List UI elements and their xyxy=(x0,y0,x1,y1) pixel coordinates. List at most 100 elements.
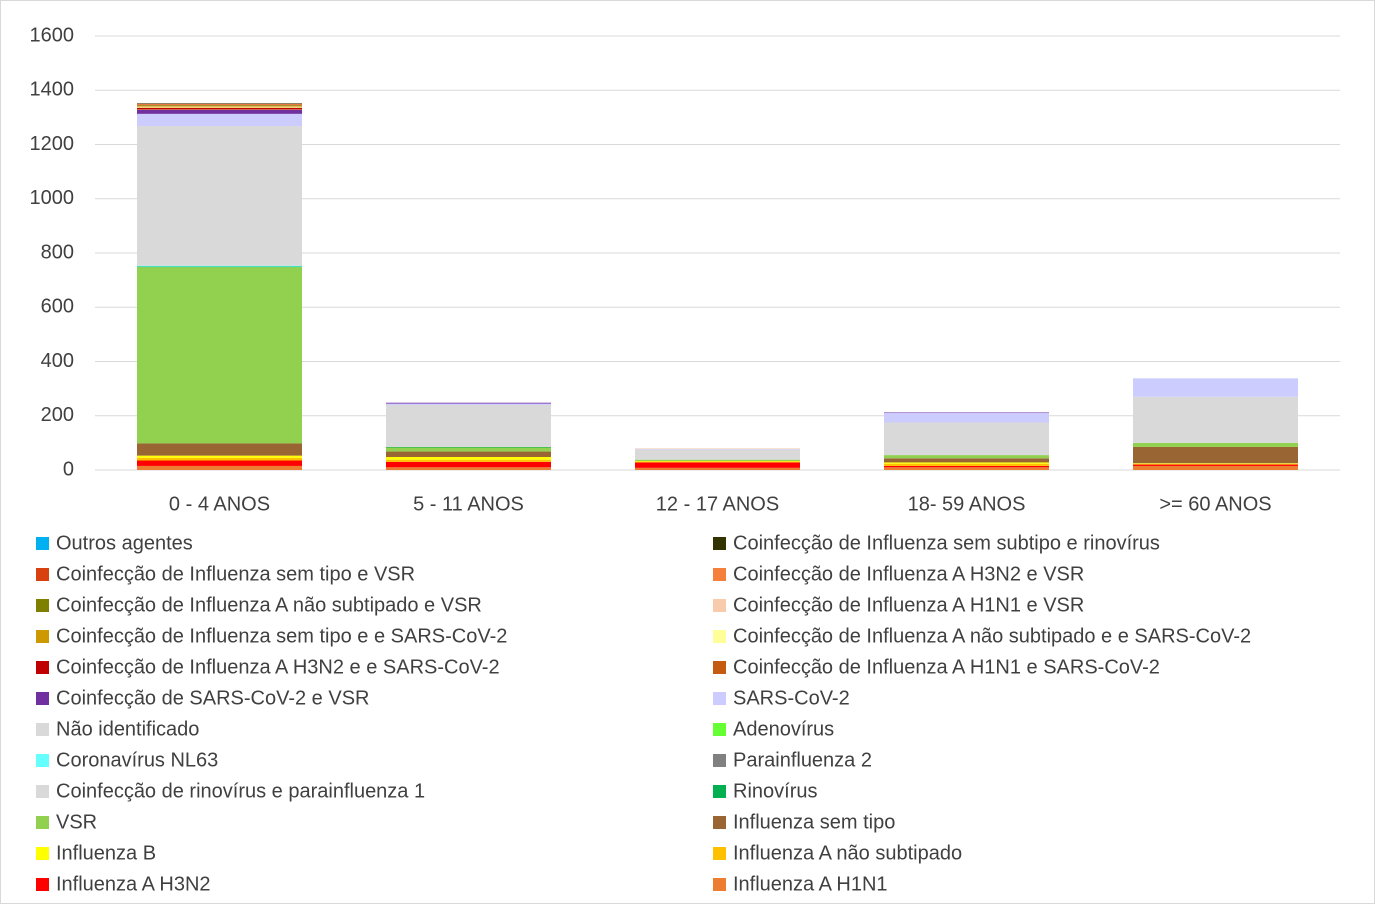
legend-label: Adenovírus xyxy=(733,718,834,740)
legend-swatch xyxy=(713,816,726,829)
bar-segment xyxy=(1133,378,1298,397)
bar-segment xyxy=(137,107,302,110)
legend-label: Influenza B xyxy=(56,842,156,864)
legend-label: Influenza A H3N2 xyxy=(56,873,211,895)
bar-segment xyxy=(137,109,302,114)
y-tick-label: 200 xyxy=(41,404,74,426)
bar-segment xyxy=(386,451,551,457)
bar-segment xyxy=(386,403,551,405)
bar-segment xyxy=(1133,463,1298,464)
bar-segment xyxy=(884,458,1049,463)
bar-segment xyxy=(1133,396,1298,443)
bar-segment xyxy=(137,265,302,267)
legend-label: Parainfluenza 2 xyxy=(733,749,872,771)
bar-segment xyxy=(635,449,800,460)
bar-segment xyxy=(386,467,551,470)
bar-segment xyxy=(137,104,302,106)
bar-segment xyxy=(635,461,800,462)
bar-segment xyxy=(884,465,1049,468)
legend-swatch xyxy=(36,661,49,674)
bar-segment xyxy=(137,455,302,458)
legend-swatch xyxy=(713,754,726,767)
bar-segment xyxy=(137,106,302,108)
bar-segment xyxy=(137,107,302,108)
bar-segment xyxy=(884,463,1049,466)
bar-segment xyxy=(635,462,800,468)
legend-label: Não identificado xyxy=(56,718,199,740)
y-tick-label: 1400 xyxy=(30,79,75,101)
bar-segment xyxy=(884,467,1049,470)
y-tick-label: 1600 xyxy=(30,24,75,46)
x-tick-label: 12 - 17 ANOS xyxy=(656,493,779,515)
legend-label: Coinfecção de Influenza sem tipo e e SAR… xyxy=(56,625,507,647)
bar-segment xyxy=(386,456,551,460)
x-tick-label: 18- 59 ANOS xyxy=(908,493,1026,515)
legend-swatch xyxy=(36,692,49,705)
legend-label: Outros agentes xyxy=(56,532,193,554)
legend-swatch xyxy=(36,599,49,612)
legend-swatch xyxy=(36,847,49,860)
legend-label: Coinfecção de Influenza sem tipo e VSR xyxy=(56,563,415,585)
legend-label: VSR xyxy=(56,811,97,833)
y-tick-label: 1000 xyxy=(30,187,75,209)
bar-segment xyxy=(137,105,302,107)
legend-swatch xyxy=(713,847,726,860)
bar-segment xyxy=(386,459,551,462)
bar-segment xyxy=(137,105,302,106)
bar-segment xyxy=(137,460,302,466)
bar-segment xyxy=(635,448,800,449)
bar-segment xyxy=(137,267,302,444)
legend-swatch xyxy=(713,723,726,736)
bar-segment xyxy=(884,422,1049,456)
bar-segment xyxy=(884,462,1049,464)
bar-segment xyxy=(137,443,302,456)
legend-label: Coinfecção de Influenza A não subtipado … xyxy=(56,594,482,616)
legend-swatch xyxy=(713,630,726,643)
legend-swatch xyxy=(713,785,726,798)
legend-label: Coinfecção de Influenza A H3N2 e e SARS-… xyxy=(56,656,500,678)
legend-swatch xyxy=(713,692,726,705)
legend-swatch xyxy=(36,723,49,736)
y-tick-label: 400 xyxy=(41,350,74,372)
legend-swatch xyxy=(36,785,49,798)
bar-segment xyxy=(137,103,302,104)
bar-segment xyxy=(386,447,551,452)
bar-segment xyxy=(137,266,302,268)
legend-label: Coinfecção de Influenza A H1N1 e VSR xyxy=(733,594,1084,616)
bar-segment xyxy=(884,455,1049,459)
bar-segment xyxy=(884,412,1049,414)
bar-segment xyxy=(1133,465,1298,470)
bar-segment xyxy=(635,461,800,463)
legend-swatch xyxy=(36,754,49,767)
bar-segment xyxy=(137,126,302,266)
legend-label: Coinfecção de Influenza A H1N1 e SARS-Co… xyxy=(733,656,1160,678)
x-tick-label: 0 - 4 ANOS xyxy=(169,493,270,515)
x-tick-label: 5 - 11 ANOS xyxy=(413,493,524,515)
bar-segment xyxy=(635,467,800,470)
bar-segment xyxy=(635,459,800,462)
legend-label: Coinfecção de Influenza sem subtipo e ri… xyxy=(733,532,1160,554)
bar-segment xyxy=(1133,463,1298,465)
legend-label: Coinfecção de Influenza A não subtipado … xyxy=(733,625,1251,647)
bar-segment xyxy=(884,413,1049,423)
legend-swatch xyxy=(713,568,726,581)
legend-swatch xyxy=(36,568,49,581)
bar-segment xyxy=(137,113,302,127)
legend-label: Influenza sem tipo xyxy=(733,811,895,833)
legend-label: Rinovírus xyxy=(733,780,817,802)
bar-segment xyxy=(137,109,302,110)
y-tick-label: 800 xyxy=(41,241,74,263)
bar-segment xyxy=(137,465,302,470)
bar-segment xyxy=(386,461,551,468)
bar-segment xyxy=(137,103,302,105)
legend-label: Influenza A H1N1 xyxy=(733,873,888,895)
bar-segment xyxy=(1133,464,1298,466)
legend-swatch xyxy=(36,537,49,550)
legend-swatch xyxy=(713,537,726,550)
legend-label: Influenza A não subtipado xyxy=(733,842,962,864)
y-tick-label: 1200 xyxy=(30,133,75,155)
bar-segment xyxy=(386,402,551,404)
y-tick-label: 0 xyxy=(63,458,74,480)
legend-label: SARS-CoV-2 xyxy=(733,687,850,709)
